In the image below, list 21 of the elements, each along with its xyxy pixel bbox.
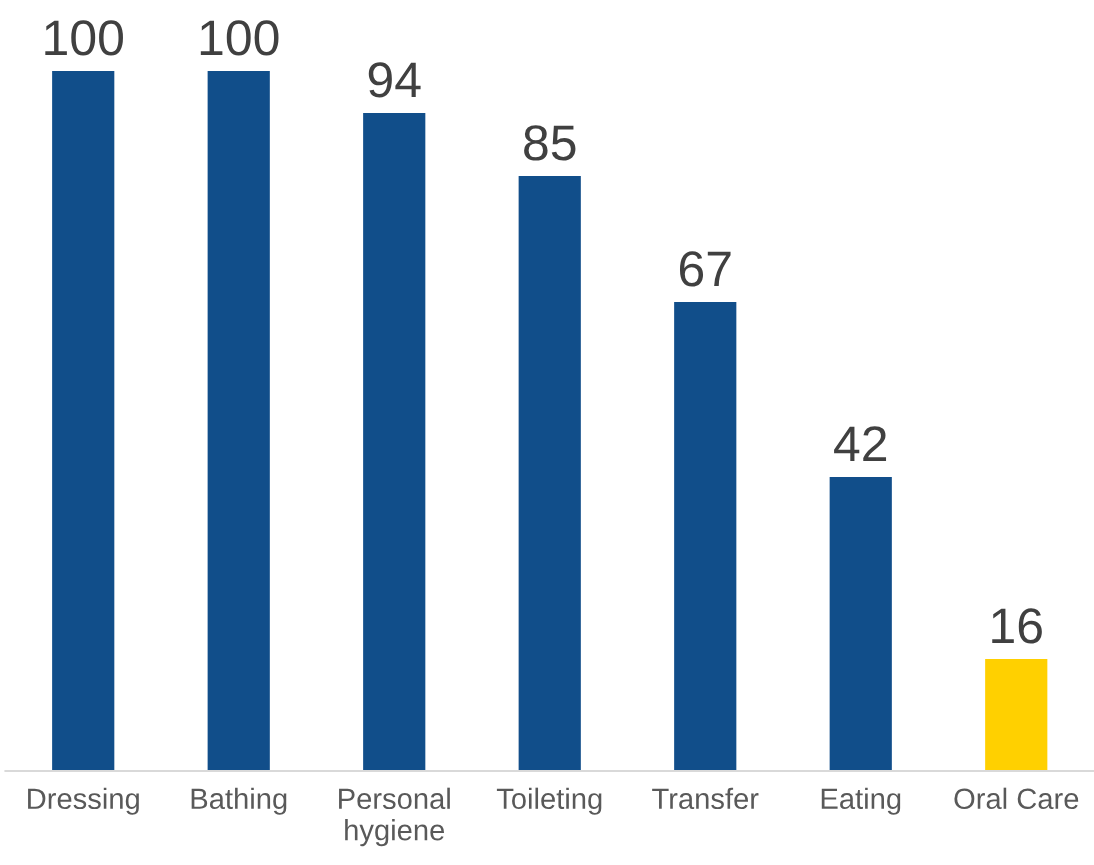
x-tick-label: Eating <box>821 787 901 815</box>
x-tick-label: Toileting <box>496 787 602 815</box>
x-tick-label: Dressing <box>28 787 139 815</box>
bar <box>674 302 737 771</box>
x-tick-label: Oral Care <box>954 787 1079 810</box>
data-label: 100 <box>45 20 123 56</box>
data-label: 16 <box>992 608 1042 644</box>
data-label: 94 <box>368 62 421 98</box>
x-tick-label: Bathing <box>191 787 287 815</box>
bar <box>52 71 115 771</box>
bar <box>985 659 1048 771</box>
bar <box>363 113 426 771</box>
data-label: 42 <box>834 426 887 462</box>
x-tick-label: Personal hygiene <box>339 787 450 847</box>
x-tick-label: Transfer <box>652 787 759 810</box>
bar <box>207 71 270 771</box>
bar <box>518 176 581 771</box>
data-label: 100 <box>200 20 279 56</box>
data-label: 85 <box>524 125 576 161</box>
data-label: 67 <box>679 251 731 287</box>
bar <box>829 477 892 771</box>
